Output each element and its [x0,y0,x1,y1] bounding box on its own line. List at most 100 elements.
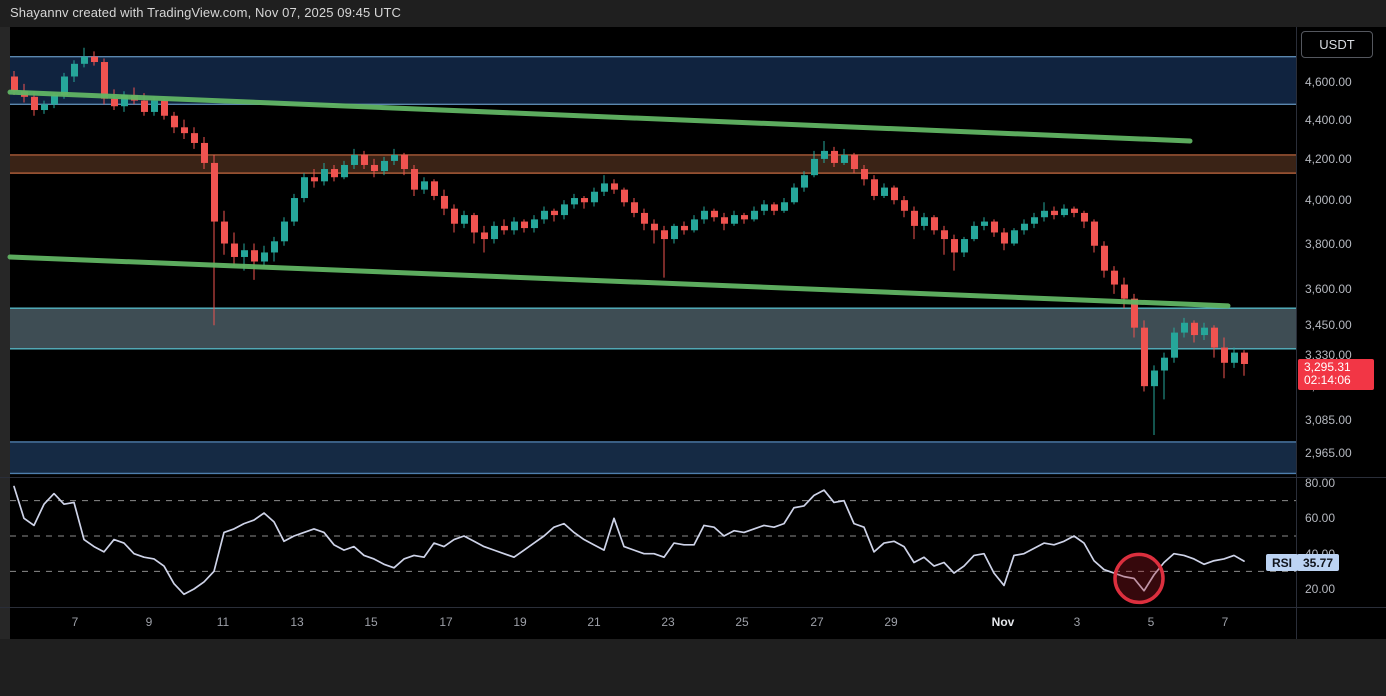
candle-down [611,183,618,190]
candle-down [871,179,878,196]
candle-up [381,160,388,172]
candle-up [511,221,518,231]
candle-down [1191,322,1198,336]
candle-down [831,150,838,163]
candle-up [971,225,978,240]
candle-up [281,221,288,242]
candle-down [161,100,168,116]
candle-down [1101,245,1108,271]
candle-up [121,94,128,107]
candle-up [531,219,538,229]
price-axis-tick: 4,400.00 [1305,112,1352,127]
candle-down [141,100,148,112]
candle-down [101,62,108,99]
candle-up [1171,332,1178,358]
candle-down [201,142,208,163]
candle-up [961,239,968,253]
time-axis-tick: 19 [513,615,527,629]
rsi-axis-tick: 80.00 [1305,476,1336,490]
price-axis-tick: 3,600.00 [1305,282,1352,297]
quote-currency-button[interactable]: USDT [1301,31,1373,58]
candle-up [1181,322,1188,333]
candle-up [241,250,248,257]
candle-down [181,127,188,134]
candle-up [801,175,808,188]
candlestick-series [11,47,1248,435]
candle-up [391,154,398,161]
candle-down [1081,212,1088,222]
rsi-indicator-badge[interactable]: RSI [1266,554,1299,571]
candle-up [881,187,888,196]
candle-up [981,221,988,226]
candle-down [861,169,868,180]
rsi-axis-tick: 60.00 [1305,511,1336,526]
candle-down [721,217,728,224]
candle-up [601,183,608,192]
candle-up [351,154,358,165]
candle-up [491,225,498,240]
candle-down [311,177,318,182]
candle-up [541,210,548,220]
candle-up [261,252,268,262]
candle-up [731,215,738,224]
candle-up [71,63,78,77]
candle-up [921,217,928,226]
candle-down [851,154,858,170]
candle-up [271,241,278,253]
candle-up [821,150,828,159]
candle-down [711,210,718,218]
candle-down [361,154,368,165]
rsi-axis-tick: 20.00 [1305,582,1336,596]
candle-up [571,198,578,205]
candle-down [911,210,918,226]
supply-zone-upper [10,55,1296,106]
candle-up [341,164,348,178]
candle-down [991,221,998,233]
candle-down [411,169,418,190]
candle-up [811,158,818,176]
candle-down [661,230,668,240]
candle-up [151,100,158,112]
rsi-oversold-highlight-circle[interactable] [1113,552,1165,605]
candle-down [231,243,238,257]
candle-up [1011,230,1018,244]
candle-down [1211,327,1218,348]
time-axis-tick: 17 [439,615,453,629]
time-axis-tick: Nov [991,615,1015,629]
candle-up [1061,208,1068,216]
candle-up [781,202,788,211]
upper-descending-trendline[interactable] [7,89,1193,144]
price-axis-tick: 3,210.00 [1305,379,1352,394]
candle-down [621,189,628,203]
candle-down [171,115,178,128]
candle-up [1201,327,1208,336]
resistance-zone-4200 [10,154,1296,174]
candle-up [691,219,698,231]
candle-down [471,215,478,233]
candle-down [1001,232,1008,244]
price-axis-tick: 4,000.00 [1305,193,1352,208]
lower-descending-trendline[interactable] [7,254,1231,309]
candle-up [1031,217,1038,224]
candle-down [1071,208,1078,213]
time-axis-tick: 11 [216,615,230,629]
time-axis-tick: 23 [661,615,675,629]
support-zone-3450 [10,307,1296,350]
candle-down [501,225,508,231]
candle-down [211,162,218,222]
candle-up [81,56,88,64]
time-axis-tick: 9 [145,615,153,629]
candle-down [1131,298,1138,328]
candle-down [1091,221,1098,246]
candle-down [11,76,18,92]
time-axis-tick: 15 [364,615,378,629]
price-axis-tick: 2,965.00 [1305,446,1352,461]
candle-up [591,191,598,203]
time-axis-tick: 3 [1073,615,1081,629]
candle-down [1241,352,1248,364]
rsi-axis-tick: 40.00 [1305,546,1336,561]
price-axis-tick: 3,800.00 [1305,236,1352,251]
candle-down [941,230,948,240]
